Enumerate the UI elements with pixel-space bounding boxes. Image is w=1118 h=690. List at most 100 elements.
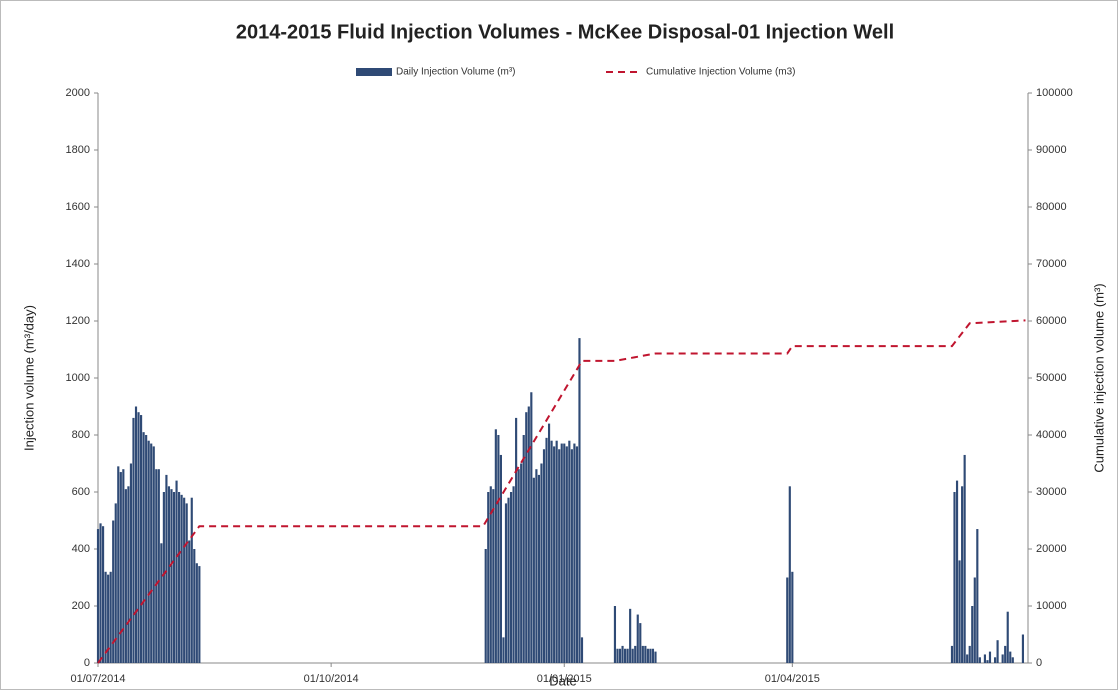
bar bbox=[190, 497, 193, 663]
bar bbox=[626, 648, 629, 663]
bar bbox=[520, 463, 523, 663]
bar bbox=[646, 648, 649, 663]
bar bbox=[953, 492, 956, 663]
bar bbox=[494, 429, 497, 663]
bar bbox=[1006, 611, 1009, 663]
bar bbox=[575, 446, 579, 663]
bar bbox=[629, 608, 632, 663]
bar bbox=[654, 651, 657, 663]
bar bbox=[613, 606, 617, 663]
bar bbox=[971, 606, 974, 663]
bar bbox=[651, 648, 655, 663]
cumulative-line bbox=[97, 319, 1026, 664]
y2-tick-label: 60000 bbox=[1036, 315, 1067, 327]
bar bbox=[1011, 657, 1014, 663]
y2-tick-label: 80000 bbox=[1036, 201, 1067, 213]
bar bbox=[487, 492, 490, 663]
bar bbox=[996, 640, 999, 663]
bar bbox=[542, 449, 546, 663]
bar bbox=[101, 526, 105, 663]
y-tick-label: 200 bbox=[72, 600, 90, 612]
bar bbox=[502, 637, 505, 663]
bar bbox=[515, 417, 518, 663]
y2-tick-label: 0 bbox=[1036, 657, 1042, 669]
bar bbox=[525, 412, 528, 663]
bar bbox=[1021, 634, 1025, 663]
bar bbox=[788, 486, 791, 663]
y-tick-label: 2000 bbox=[66, 87, 90, 99]
bar bbox=[993, 657, 997, 663]
bar bbox=[530, 392, 533, 663]
bar bbox=[157, 469, 160, 663]
bar bbox=[618, 648, 622, 663]
bar bbox=[489, 486, 492, 663]
x-tick-label: 01/04/2015 bbox=[765, 673, 820, 685]
bar bbox=[535, 469, 538, 663]
x-tick-label: 01/07/2014 bbox=[70, 673, 125, 685]
bar bbox=[517, 469, 520, 663]
bar bbox=[547, 423, 551, 663]
y2-tick-label: 20000 bbox=[1036, 543, 1067, 555]
bar bbox=[955, 480, 959, 663]
bar bbox=[96, 529, 100, 663]
bar bbox=[641, 645, 644, 663]
bar bbox=[512, 486, 515, 663]
legend-label: Daily Injection Volume (m³) bbox=[396, 67, 515, 78]
bar bbox=[112, 520, 115, 663]
bar bbox=[147, 440, 150, 663]
y-tick-label: 1000 bbox=[66, 372, 90, 384]
bar bbox=[616, 648, 619, 663]
bar bbox=[978, 657, 981, 663]
bar bbox=[150, 443, 153, 663]
y-tick-label: 1800 bbox=[66, 144, 90, 156]
bar bbox=[634, 645, 637, 663]
bar bbox=[499, 454, 502, 663]
bar bbox=[791, 571, 794, 663]
y-tick-label: 1200 bbox=[66, 315, 90, 327]
bar bbox=[198, 566, 201, 663]
y2-tick-label: 30000 bbox=[1036, 486, 1067, 498]
bar bbox=[180, 494, 183, 663]
bar bbox=[573, 443, 576, 663]
y-tick-label: 600 bbox=[72, 486, 90, 498]
bar bbox=[563, 443, 566, 663]
bar bbox=[621, 645, 624, 663]
legend-label: Cumulative Injection Volume (m3) bbox=[646, 67, 796, 78]
bar bbox=[558, 449, 561, 663]
bar bbox=[504, 503, 508, 663]
bar bbox=[532, 477, 535, 663]
bar bbox=[122, 469, 125, 663]
bar bbox=[976, 529, 979, 663]
y-tick-label: 400 bbox=[72, 543, 90, 555]
bar bbox=[649, 648, 652, 663]
bar bbox=[167, 486, 171, 663]
bar bbox=[522, 435, 525, 663]
bar bbox=[961, 486, 964, 663]
bar bbox=[950, 645, 954, 663]
bar bbox=[973, 577, 976, 663]
bar bbox=[155, 469, 158, 663]
bar bbox=[968, 645, 971, 663]
y-tick-label: 1400 bbox=[66, 258, 90, 270]
bar bbox=[507, 497, 510, 663]
y2-axis-title: Cumulative injection volume (m³) bbox=[1091, 283, 1106, 472]
bar bbox=[578, 338, 581, 663]
bar bbox=[132, 417, 135, 663]
bar bbox=[958, 560, 961, 663]
bar bbox=[545, 437, 548, 663]
y2-tick-label: 50000 bbox=[1036, 372, 1067, 384]
bar bbox=[560, 443, 563, 663]
bar bbox=[497, 435, 500, 663]
x-tick-label: 01/10/2014 bbox=[304, 673, 359, 685]
bar bbox=[988, 651, 992, 663]
bar bbox=[963, 454, 966, 663]
bar bbox=[639, 623, 642, 663]
bar bbox=[568, 440, 571, 663]
bar bbox=[165, 474, 168, 663]
bar bbox=[137, 412, 140, 663]
bar bbox=[183, 497, 186, 663]
x-axis-title: Date bbox=[549, 673, 576, 688]
bar bbox=[555, 440, 558, 663]
bar bbox=[104, 571, 107, 663]
